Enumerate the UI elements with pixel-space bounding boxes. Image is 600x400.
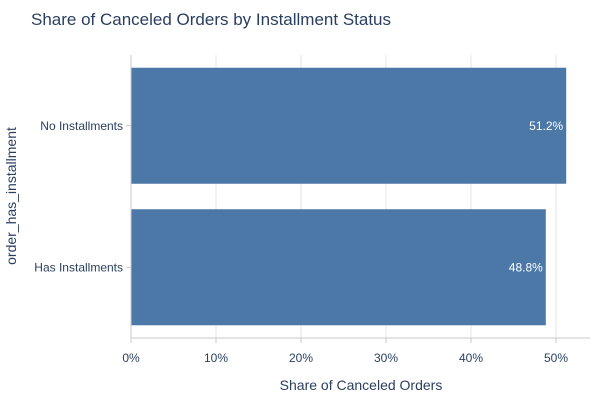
y-category-label: Has Installments (34, 260, 123, 274)
bar-data-label: 48.8% (509, 260, 543, 274)
x-tick-label: 50% (544, 351, 568, 365)
x-axis-title: Share of Canceled Orders (280, 377, 443, 393)
y-axis-title: order_has_installment (3, 127, 19, 265)
x-tick-label: 0% (122, 351, 140, 365)
bars (131, 67, 567, 326)
chart-title: Share of Canceled Orders by Installment … (31, 10, 391, 29)
x-tick-label: 30% (374, 351, 398, 365)
x-tick-label: 20% (289, 351, 313, 365)
data-labels: 51.2% 48.8% (509, 119, 564, 275)
y-category-label: No Installments (40, 119, 123, 133)
axes: 0% 10% 20% 30% 40% 50% No Installments Has Inst… (34, 55, 590, 365)
x-tick-label: 10% (204, 351, 228, 365)
bar (131, 209, 546, 326)
bar-data-label: 51.2% (529, 119, 563, 133)
bar (131, 67, 567, 184)
x-tick-label: 40% (459, 351, 483, 365)
